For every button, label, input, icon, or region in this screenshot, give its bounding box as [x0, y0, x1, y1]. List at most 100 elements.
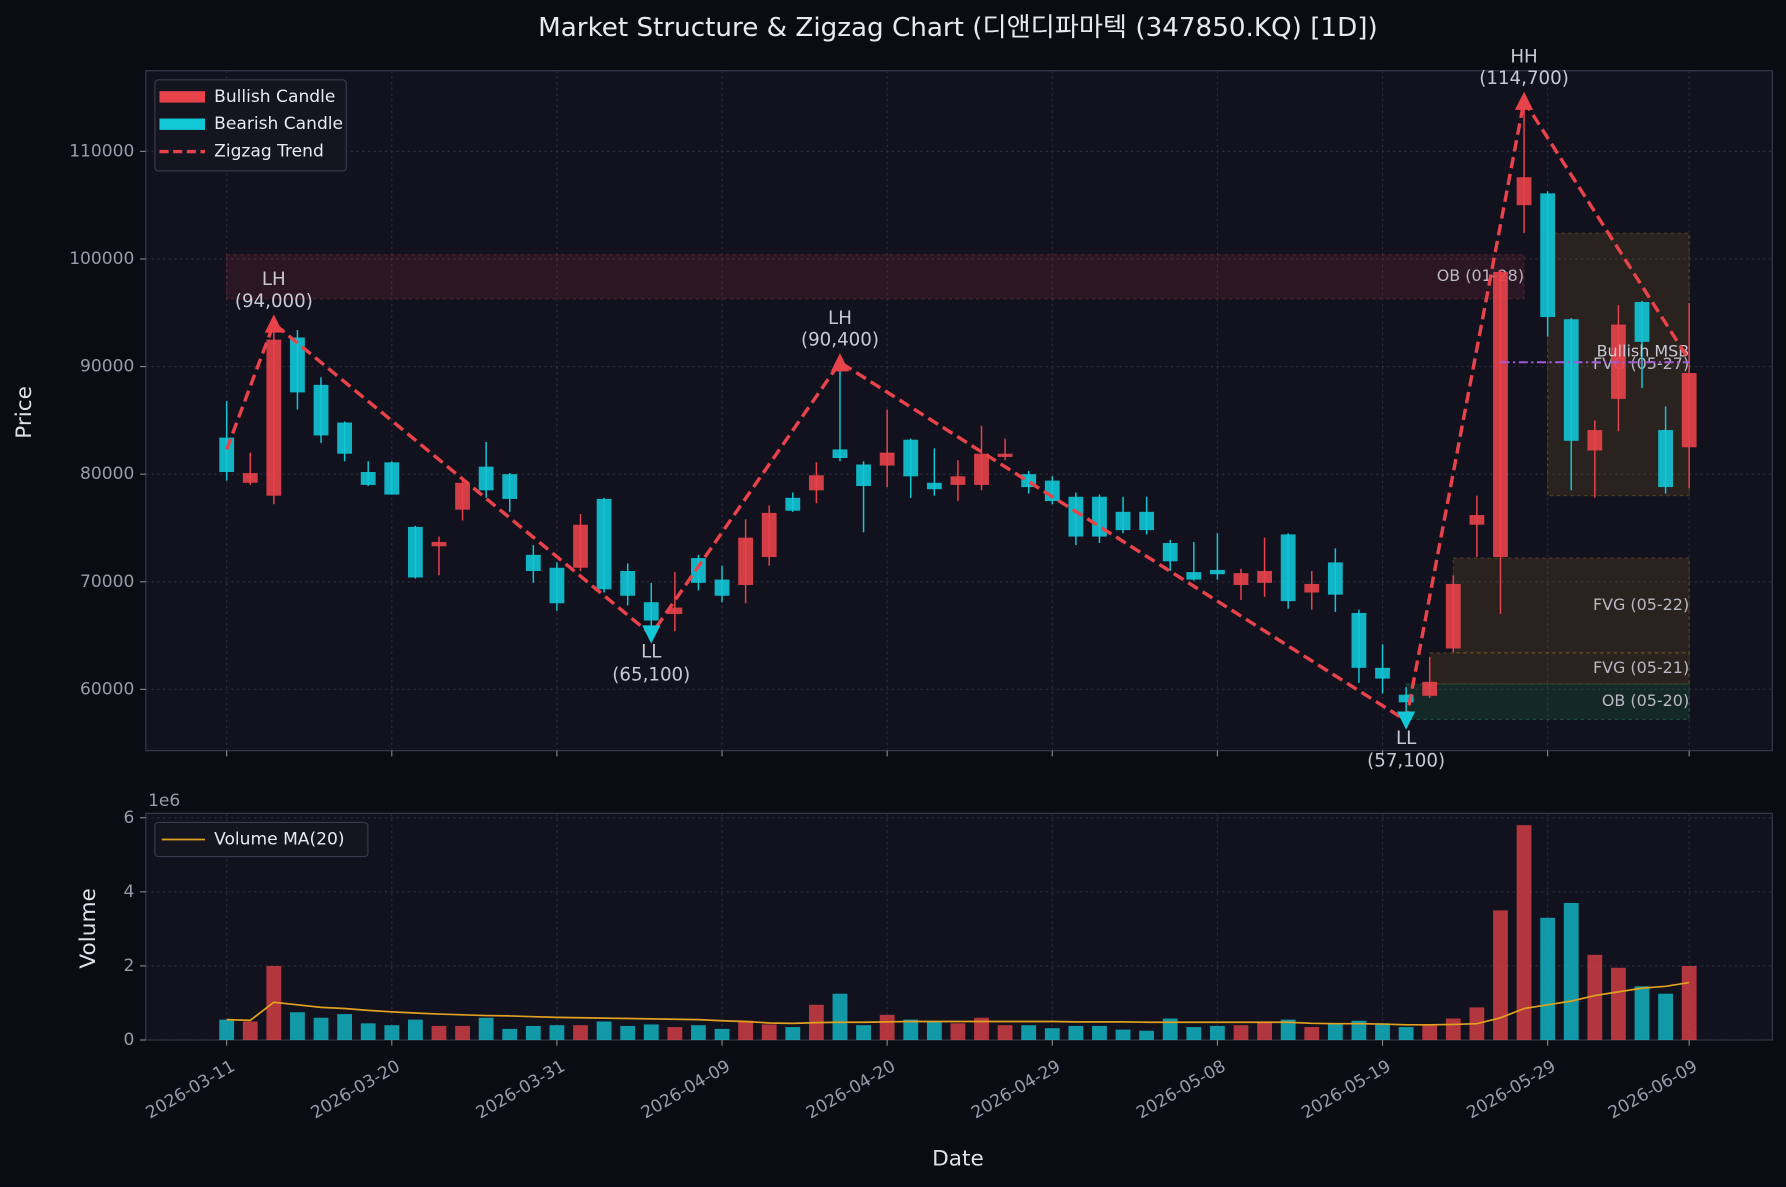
candle-body: [1068, 496, 1084, 537]
candle-body: [950, 476, 966, 485]
candle-body: [785, 497, 801, 511]
candle-body: [1162, 543, 1178, 562]
candle-body: [1304, 583, 1320, 593]
volume-bar: [1280, 1019, 1296, 1040]
y-tick-label: 4: [124, 882, 135, 902]
candle-body: [384, 462, 400, 495]
volume-bar: [738, 1020, 754, 1040]
volume-bar: [455, 1025, 470, 1040]
zone: [1405, 683, 1690, 721]
volume-bar: [1304, 1027, 1320, 1040]
volume-bar: [1021, 1025, 1037, 1040]
candle-body: [313, 384, 329, 436]
y-tick-label: 60000: [80, 679, 134, 699]
pivot-label: HH: [1510, 47, 1537, 68]
volume-bar: [761, 1024, 777, 1040]
candle-body: [1422, 681, 1438, 696]
candle-body: [573, 524, 588, 568]
legend-swatch: [159, 118, 206, 130]
zone: [1452, 557, 1690, 654]
y-tick-label: 70000: [80, 572, 134, 592]
pivot-label: LH: [828, 308, 852, 329]
legend-label: Zigzag Trend: [214, 142, 324, 162]
volume-bar: [596, 1021, 612, 1040]
zone-label: FVG (05-22): [1593, 595, 1689, 614]
volume-bar: [1681, 965, 1697, 1040]
volume-bar: [1587, 954, 1603, 1040]
y-tick-label: 0: [124, 1030, 135, 1050]
volume-bar: [1351, 1020, 1367, 1040]
candle-body: [1209, 569, 1225, 575]
volume-bar: [242, 1021, 258, 1040]
candle-body: [1115, 511, 1131, 531]
pivot-value: (114,700): [1479, 68, 1569, 89]
candle-body: [1375, 667, 1390, 679]
volume-bar: [1493, 910, 1508, 1040]
volume-bar: [478, 1017, 494, 1040]
volume-bar: [1563, 902, 1579, 1040]
candle-body: [856, 464, 871, 487]
candle-body: [738, 537, 754, 585]
candle-body: [360, 472, 376, 485]
volume-bar: [1209, 1025, 1225, 1040]
volume-bar: [549, 1025, 565, 1040]
volume-bar: [691, 1025, 706, 1040]
pivot-label: LH: [262, 269, 286, 290]
volume-bar: [1092, 1025, 1107, 1040]
candle-body: [997, 453, 1013, 457]
volume-bar: [1445, 1018, 1461, 1040]
candle-body: [643, 602, 659, 621]
candle-body: [549, 567, 565, 604]
candle-body: [1280, 534, 1296, 602]
y-tick-label: 6: [124, 808, 135, 828]
volume-bar: [1068, 1025, 1084, 1040]
volume-bar: [1516, 825, 1532, 1040]
candle-body: [1587, 430, 1603, 451]
volume-bar: [1233, 1025, 1249, 1040]
candle-body: [926, 482, 942, 490]
pivot-marker: [1397, 711, 1416, 730]
zone-label: FVG (05-21): [1593, 658, 1689, 677]
candle-body: [714, 579, 730, 596]
volume-bar: [1658, 993, 1673, 1040]
candle-body: [407, 526, 423, 578]
volume-bar: [926, 1021, 942, 1040]
candle-body: [1398, 694, 1414, 703]
y-tick-label: 80000: [80, 464, 134, 484]
candle-body: [879, 452, 895, 466]
ma-line: [226, 981, 1690, 1026]
candle-body: [667, 607, 683, 615]
candle-body: [761, 512, 777, 558]
candle-body: [502, 474, 518, 499]
candle-body: [1658, 430, 1673, 488]
candle-body: [219, 437, 235, 473]
candle-body: [290, 337, 305, 393]
legend-label: Volume MA(20): [214, 830, 344, 850]
volume-bar: [1044, 1028, 1060, 1040]
x-axis-label: Date: [932, 1147, 984, 1172]
volume-bar: [1162, 1018, 1178, 1040]
pivot-label: LL: [1396, 728, 1417, 749]
pivot-marker: [642, 625, 661, 644]
volume-bar: [290, 1012, 305, 1040]
volume-bar: [219, 1019, 235, 1040]
pivot-marker: [264, 314, 283, 333]
volume-bar: [1257, 1021, 1272, 1040]
candle-body: [1092, 496, 1107, 537]
volume-bar: [431, 1025, 447, 1040]
pivot-value: (57,100): [1367, 751, 1445, 772]
candle-body: [691, 558, 706, 583]
candle-body: [1139, 511, 1155, 531]
volume-bar: [384, 1025, 400, 1040]
volume-bar: [1398, 1027, 1414, 1040]
volume-bar: [903, 1019, 919, 1040]
candle-body: [431, 541, 447, 547]
candle-body: [242, 473, 258, 483]
volume-bar: [1115, 1029, 1131, 1040]
candle-body: [1257, 571, 1272, 583]
candle-body: [1493, 271, 1508, 558]
pivot-value: (65,100): [612, 664, 690, 685]
candle-body: [1351, 612, 1367, 668]
pivot-label: LL: [641, 642, 662, 663]
